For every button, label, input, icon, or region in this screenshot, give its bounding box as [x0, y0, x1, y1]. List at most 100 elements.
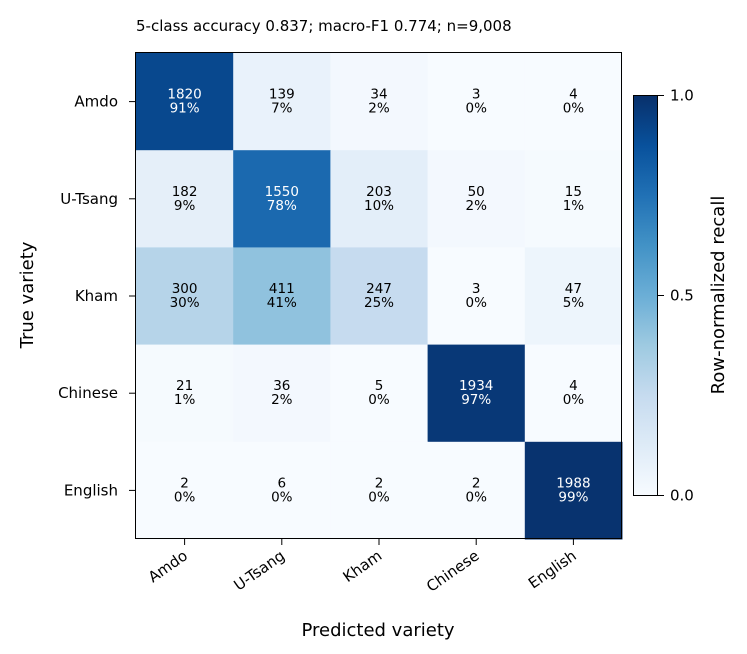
heatmap-cell	[233, 344, 331, 443]
cell-count-label: 247	[366, 281, 392, 297]
cell-count-label: 182	[172, 184, 198, 200]
colorbar-ticks: 0.0 0.5 1.0	[658, 87, 694, 505]
heatmap-cell	[524, 53, 623, 151]
x-tick-label: U-Tsang	[230, 547, 288, 595]
cell-count-label: 1988	[556, 475, 590, 491]
cell-count-label: 5	[375, 378, 384, 394]
heatmap-cell	[233, 247, 331, 346]
colorbar	[633, 95, 658, 496]
cell-percent-label: 2%	[465, 198, 487, 214]
heatmap-cell	[427, 53, 526, 151]
y-tick-label: English	[64, 481, 118, 499]
heatmap-cell	[136, 441, 234, 540]
cell-count-label: 2	[472, 475, 481, 491]
y-tick-label: Chinese	[58, 384, 118, 402]
heatmap-cells	[136, 53, 623, 540]
cell-percent-label: 9%	[174, 198, 196, 214]
cell-percent-label: 30%	[170, 295, 200, 311]
colorbar-tick-label: 0.0	[670, 487, 694, 505]
cell-percent-label: 97%	[461, 392, 491, 408]
cell-count-label: 2	[180, 475, 189, 491]
chart-title: 5-class accuracy 0.837; macro-F1 0.774; …	[136, 17, 512, 35]
y-tick-label: Amdo	[74, 93, 118, 111]
y-axis-ticks: Amdo U-Tsang Kham Chinese English	[58, 93, 135, 499]
x-tick-label: Kham	[340, 547, 386, 586]
cell-count-label: 34	[370, 87, 387, 103]
heatmap-cell	[330, 344, 429, 443]
heatmap-cell	[233, 150, 331, 248]
cell-percent-label: 2%	[368, 101, 390, 117]
heatmap-cell	[330, 247, 429, 346]
cell-percent-label: 2%	[271, 392, 293, 408]
x-tick-label: Chinese	[423, 547, 482, 596]
heatmap-cell	[524, 344, 623, 443]
cell-count-label: 2	[375, 475, 384, 491]
cell-count-label: 4	[569, 87, 578, 103]
heatmap-cell	[330, 441, 429, 540]
cell-percent-label: 0%	[368, 392, 390, 408]
cell-percent-label: 0%	[563, 392, 585, 408]
heatmap-cell	[233, 53, 331, 151]
cell-count-label: 1934	[459, 378, 493, 394]
x-axis-title: Predicted variety	[301, 620, 454, 641]
x-tick-label: English	[525, 547, 580, 593]
heatmap-cell	[330, 150, 429, 248]
x-tick-label: Amdo	[145, 547, 191, 587]
colorbar-tick-label: 0.5	[670, 287, 694, 305]
heatmap-cell	[427, 441, 526, 540]
cell-percent-label: 25%	[364, 295, 394, 311]
x-axis-ticks: Amdo U-Tsang Kham Chinese English	[145, 539, 580, 596]
heatmap-cell	[524, 441, 623, 540]
cell-percent-label: 41%	[267, 295, 297, 311]
cell-count-label: 4	[569, 378, 578, 394]
cell-count-label: 50	[468, 184, 485, 200]
heatmap-cell	[524, 247, 623, 346]
y-tick-label: U-Tsang	[60, 190, 118, 208]
cell-percent-label: 0%	[563, 101, 585, 117]
colorbar-tick-label: 1.0	[670, 87, 694, 105]
cell-percent-label: 0%	[271, 489, 293, 505]
heatmap-cell	[136, 344, 234, 443]
cell-percent-label: 1%	[174, 392, 196, 408]
cell-count-label: 3	[472, 281, 481, 297]
cell-percent-label: 10%	[364, 198, 394, 214]
cell-count-label: 3	[472, 87, 481, 103]
heatmap-cell	[427, 247, 526, 346]
cell-count-label: 1820	[167, 87, 201, 103]
colorbar-label: Row-normalized recall	[708, 196, 729, 395]
cell-percent-label: 0%	[465, 295, 487, 311]
cell-count-label: 36	[273, 378, 290, 394]
heatmap-cell	[330, 53, 429, 151]
heatmap-cell	[136, 150, 234, 248]
heatmap-cell	[136, 53, 234, 151]
cell-count-label: 411	[269, 281, 295, 297]
cell-count-label: 21	[176, 378, 193, 394]
heatmap-cell	[233, 441, 331, 540]
cell-count-label: 6	[278, 475, 287, 491]
cell-percent-label: 0%	[368, 489, 390, 505]
cell-percent-label: 78%	[267, 198, 297, 214]
cell-percent-label: 91%	[170, 101, 200, 117]
cell-count-label: 203	[366, 184, 392, 200]
cell-percent-label: 7%	[271, 101, 293, 117]
cell-count-label: 47	[565, 281, 582, 297]
heatmap-cell	[427, 150, 526, 248]
heatmap-cell-labels: 182091%1397%342%30%40%1829%155078%20310%…	[167, 87, 590, 506]
cell-percent-label: 99%	[558, 489, 588, 505]
cell-count-label: 300	[172, 281, 198, 297]
cell-percent-label: 5%	[563, 295, 585, 311]
cell-count-label: 139	[269, 87, 295, 103]
cell-percent-label: 0%	[465, 489, 487, 505]
y-tick-label: Kham	[75, 287, 118, 305]
cell-percent-label: 0%	[174, 489, 196, 505]
plot-frame	[135, 52, 622, 539]
y-axis-title: True variety	[17, 241, 38, 349]
heatmap-cell	[427, 344, 526, 443]
heatmap-cell	[524, 150, 623, 248]
cell-count-label: 1550	[265, 184, 299, 200]
cell-percent-label: 0%	[465, 101, 487, 117]
cell-percent-label: 1%	[563, 198, 585, 214]
cell-count-label: 15	[565, 184, 582, 200]
heatmap-cell	[136, 247, 234, 346]
